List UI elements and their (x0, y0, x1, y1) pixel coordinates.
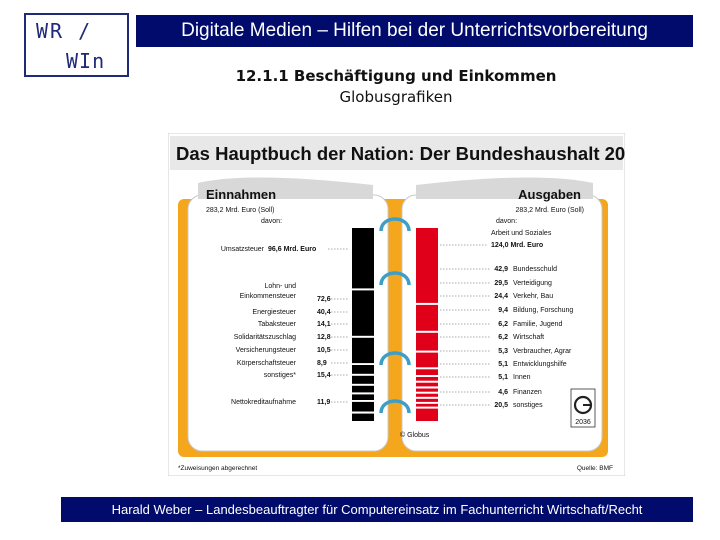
expense-label: Familie, Jugend (513, 321, 563, 328)
page-title: Digitale Medien – Hilfen bei der Unterri… (136, 15, 693, 47)
globus-logo-icon (573, 395, 593, 415)
expense-davon: davon: (496, 218, 517, 225)
income-label: Nettokreditaufnahme (231, 399, 296, 406)
expense-segment (416, 228, 438, 303)
expense-label: sonstiges (513, 402, 543, 409)
expense-segment (416, 408, 438, 421)
income-label: Einkommensteuer (240, 293, 297, 300)
expense-label: Verteidigung (513, 280, 552, 287)
section-title: 12.1.1 Beschäftigung und Einkommen (235, 67, 557, 85)
binder-ring-icon (379, 351, 411, 366)
logo: WR / WIn (24, 13, 129, 77)
expense-segment (416, 352, 438, 368)
expense-rows: Arbeit und Soziales 124,0 Mrd. Euro 42,9 Bu… (440, 230, 573, 409)
expense-value: 6,2 (498, 334, 508, 341)
income-value: 8,9 (317, 360, 327, 367)
income-value: 72,6 (317, 296, 331, 303)
income-segment (352, 394, 374, 400)
income-segment (352, 228, 374, 289)
budget-stacks (352, 228, 438, 421)
footnote: *Zuweisungen abgerechnet (178, 465, 257, 472)
expense-value: 5,1 (498, 361, 508, 368)
income-label: Energiesteuer (252, 309, 296, 316)
income-segment (352, 413, 374, 421)
binder-rings (379, 217, 411, 414)
expense-value: 29,5 (494, 280, 508, 287)
section-subtitle: Globusgrafiken (339, 88, 453, 106)
expense-label: Entwicklungshilfe (513, 361, 567, 368)
income-label: Lohn- und (264, 283, 296, 290)
binder-ring-icon (379, 217, 411, 232)
expense-segment (416, 369, 438, 375)
expense-label: Bildung, Forschung (513, 307, 573, 314)
income-label: Tabaksteuer (258, 321, 297, 328)
expense-segment (416, 403, 438, 407)
income-value: 15,4 (317, 372, 331, 379)
expense-value: 6,2 (498, 321, 508, 328)
income-value: 11,9 (317, 399, 330, 406)
copyright: © Globus (400, 431, 430, 439)
expense-segment (416, 393, 438, 397)
expense-label: Arbeit und Soziales (491, 230, 552, 237)
expense-segment (416, 388, 438, 392)
income-value: 40,4 (317, 309, 331, 316)
graphic-title-band (170, 136, 623, 170)
income-davon: davon: (261, 218, 282, 225)
income-value: 14,1 (317, 321, 331, 328)
expense-label: Finanzen (513, 389, 542, 396)
expense-heading: Ausgaben (518, 187, 581, 202)
income-segment (352, 401, 374, 412)
expense-value: 9,4 (498, 307, 508, 314)
expense-segment (416, 332, 438, 351)
expense-value: 4,6 (498, 389, 508, 396)
income-total: 283,2 Mrd. Euro (Soll) (206, 207, 274, 214)
income-segment (352, 375, 374, 384)
income-segment (352, 385, 374, 393)
expense-label: Bundesschuld (513, 266, 557, 273)
expense-value: 42,9 (494, 266, 508, 273)
income-label: Versicherungsteuer (236, 347, 297, 354)
expense-segment (416, 398, 438, 402)
income-segment (352, 365, 374, 374)
expense-segment (416, 304, 438, 331)
income-value: 12,8 (317, 334, 331, 341)
income-segment (352, 290, 374, 336)
expense-value: 5,3 (498, 348, 508, 355)
source: Quelle: BMF (577, 465, 613, 472)
income-label: Umsatzsteuer (221, 246, 265, 253)
income-heading: Einnahmen (206, 187, 276, 202)
income-value: 10,5 (317, 347, 331, 354)
expense-label: Wirtschaft (513, 334, 544, 341)
expense-segment (416, 377, 438, 381)
expense-value: 24,4 (494, 293, 508, 300)
expense-segment (416, 382, 438, 387)
expense-value: 20,5 (494, 402, 508, 409)
expense-label: Innen (513, 374, 531, 381)
footer: Harald Weber – Landesbeauftragter für Co… (61, 497, 693, 522)
graphic-title: Das Hauptbuch der Nation: Der Bundeshaus… (176, 143, 625, 164)
expense-value: 124,0 Mrd. Euro (491, 242, 543, 249)
logo-line-1: WR / (36, 19, 93, 43)
expense-label: Verkehr, Bau (513, 293, 553, 300)
income-label: Körperschaftsteuer (237, 360, 297, 367)
globus-number: 2036 (575, 419, 591, 426)
income-rows: Umsatzsteuer 96,6 Mrd. Euro Lohn- und Einko… (221, 246, 348, 406)
budget-graphic: Das Hauptbuch der Nation: Der Bundeshaus… (168, 133, 625, 476)
expense-total: 283,2 Mrd. Euro (Soll) (516, 207, 584, 214)
expense-label: Verbraucher, Agrar (513, 348, 572, 355)
logo-line-2: WIn (66, 49, 106, 73)
income-label: Solidaritätszuschlag (234, 334, 296, 341)
income-value: 96,6 Mrd. Euro (268, 246, 316, 253)
binder-ring-icon (379, 271, 411, 286)
expense-value: 5,1 (498, 374, 508, 381)
income-segment (352, 337, 374, 364)
binder-ring-icon (379, 399, 411, 414)
income-label: sonstiges* (264, 372, 297, 379)
